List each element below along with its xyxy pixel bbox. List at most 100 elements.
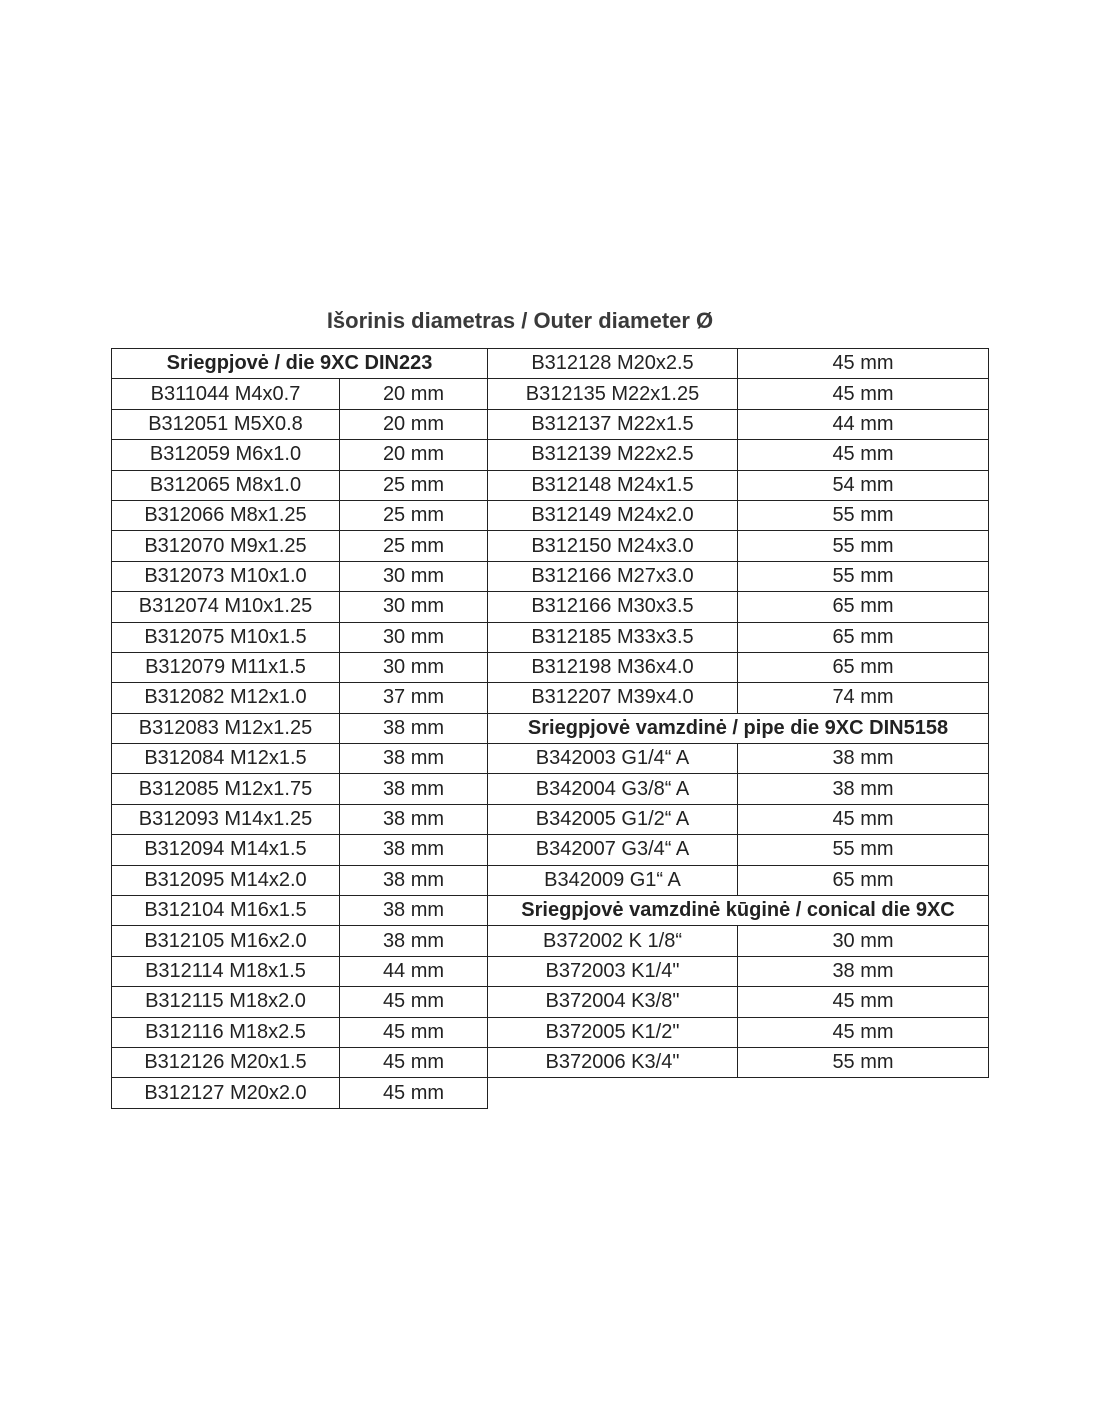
table-row: B312066 M8x1.25 25 mm xyxy=(111,499,488,532)
product-code-cell: B311044 M4x0.7 xyxy=(111,378,340,410)
section-header-row: Sriegpjovė vamzdinė / pipe die 9XC DIN51… xyxy=(487,712,989,745)
product-code-cell: B312137 M22x1.5 xyxy=(487,408,738,441)
product-code-cell: B312094 M14x1.5 xyxy=(111,834,340,866)
product-code-cell: B312148 M24x1.5 xyxy=(487,469,738,501)
table-row: B372005 K1/2" 45 mm xyxy=(487,1016,989,1048)
outer-diameter-cell: 38 mm xyxy=(339,864,488,897)
product-code-cell: B312065 M8x1.0 xyxy=(111,469,340,501)
outer-diameter-cell: 38 mm xyxy=(339,773,488,805)
outer-diameter-cell: 45 mm xyxy=(737,378,989,410)
outer-diameter-cell: 65 mm xyxy=(737,591,989,623)
table-row: B312093 M14x1.25 38 mm xyxy=(111,803,488,836)
outer-diameter-cell: 45 mm xyxy=(737,347,989,380)
section-header: Sriegpjovė vamzdinė kūginė / conical die… xyxy=(487,895,989,927)
product-code-cell: B312093 M14x1.25 xyxy=(111,803,340,836)
page-title: Išorinis diametras / Outer diameter Ø xyxy=(326,308,714,333)
table-row: B342009 G1“ A 65 mm xyxy=(487,864,989,897)
product-code-cell: B312127 M20x2.0 xyxy=(111,1077,340,1109)
outer-diameter-cell: 38 mm xyxy=(339,712,488,745)
product-code-cell: B312139 M22x2.5 xyxy=(487,439,738,471)
product-code-cell: B312166 M27x3.0 xyxy=(487,560,738,593)
product-code-cell: B312128 M20x2.5 xyxy=(487,347,738,380)
outer-diameter-cell: 55 mm xyxy=(737,499,989,532)
product-code-cell: B312185 M33x3.5 xyxy=(487,621,738,653)
outer-diameter-cell: 74 mm xyxy=(737,682,989,714)
product-code-cell: B312084 M12x1.5 xyxy=(111,743,340,775)
outer-diameter-cell: 65 mm xyxy=(737,864,989,897)
product-code-cell: B312207 M39x4.0 xyxy=(487,682,738,714)
table-row: B312073 M10x1.0 30 mm xyxy=(111,560,488,593)
outer-diameter-cell: 25 mm xyxy=(339,469,488,501)
product-code-cell: B312116 M18x2.5 xyxy=(111,1016,340,1048)
product-code-cell: B372004 K3/8" xyxy=(487,986,738,1018)
outer-diameter-cell: 45 mm xyxy=(339,1077,488,1109)
outer-diameter-cell: 38 mm xyxy=(339,803,488,836)
table-row: B312116 M18x2.5 45 mm xyxy=(111,1016,488,1048)
table-row: B372002 K 1/8“ 30 mm xyxy=(487,925,989,957)
outer-diameter-cell: 38 mm xyxy=(737,955,989,988)
outer-diameter-cell: 45 mm xyxy=(737,803,989,836)
product-code-cell: B312105 M16x2.0 xyxy=(111,925,340,957)
table-row: B312185 M33x3.5 65 mm xyxy=(487,621,989,653)
outer-diameter-cell: 30 mm xyxy=(737,925,989,957)
table-row: B312198 M36x4.0 65 mm xyxy=(487,651,989,684)
table-row: B312065 M8x1.0 25 mm xyxy=(111,469,488,501)
table-row: B312075 M10x1.5 30 mm xyxy=(111,621,488,653)
table-row: B342004 G3/8“ A 38 mm xyxy=(487,773,989,805)
table-row: B372004 K3/8" 45 mm xyxy=(487,986,989,1018)
product-code-cell: B312075 M10x1.5 xyxy=(111,621,340,653)
outer-diameter-cell: 38 mm xyxy=(339,895,488,927)
outer-diameter-cell: 45 mm xyxy=(737,1016,989,1048)
table-row: B312083 M12x1.25 38 mm xyxy=(111,712,488,745)
product-code-cell: B312066 M8x1.25 xyxy=(111,499,340,532)
product-code-cell: B312070 M9x1.25 xyxy=(111,530,340,562)
table-row: B311044 M4x0.7 20 mm xyxy=(111,378,488,410)
table-row: B342003 G1/4“ A 38 mm xyxy=(487,743,989,775)
section-header: Sriegpjovė / die 9XC DIN223 xyxy=(111,347,488,380)
product-code-cell: B372003 K1/4" xyxy=(487,955,738,988)
table-row: B312059 M6x1.0 20 mm xyxy=(111,439,488,471)
table-header-row: Sriegpjovė / die 9XC DIN223 xyxy=(111,347,488,380)
table-row: B312150 M24x3.0 55 mm xyxy=(487,530,989,562)
outer-diameter-cell: 20 mm xyxy=(339,408,488,441)
standard-die-table: Sriegpjovė / die 9XC DIN223 B311044 M4x0… xyxy=(111,347,488,1109)
outer-diameter-cell: 55 mm xyxy=(737,834,989,866)
outer-diameter-cell: 25 mm xyxy=(339,530,488,562)
product-code-cell: B312079 M11x1.5 xyxy=(111,651,340,684)
product-code-cell: B312135 M22x1.25 xyxy=(487,378,738,410)
outer-diameter-cell: 65 mm xyxy=(737,621,989,653)
product-code-cell: B372005 K1/2" xyxy=(487,1016,738,1048)
outer-diameter-cell: 38 mm xyxy=(339,925,488,957)
table-row: B312084 M12x1.5 38 mm xyxy=(111,743,488,775)
product-code-cell: B312115 M18x2.0 xyxy=(111,986,340,1018)
section-header: Sriegpjovė vamzdinė / pipe die 9XC DIN51… xyxy=(487,712,989,745)
table-row: B312070 M9x1.25 25 mm xyxy=(111,530,488,562)
table-row: B312095 M14x2.0 38 mm xyxy=(111,864,488,897)
outer-diameter-cell: 30 mm xyxy=(339,560,488,593)
outer-diameter-cell: 38 mm xyxy=(737,773,989,805)
continued-die-table: B312128 M20x2.5 45 mm B312135 M22x1.25 45 m… xyxy=(487,347,989,1079)
product-code-cell: B312082 M12x1.0 xyxy=(111,682,340,714)
product-code-cell: B312059 M6x1.0 xyxy=(111,439,340,471)
outer-diameter-cell: 45 mm xyxy=(339,1046,488,1079)
table-row: B312126 M20x1.5 45 mm xyxy=(111,1046,488,1079)
outer-diameter-cell: 55 mm xyxy=(737,1046,989,1079)
outer-diameter-cell: 45 mm xyxy=(737,439,989,471)
outer-diameter-cell: 54 mm xyxy=(737,469,989,501)
product-code-cell: B312198 M36x4.0 xyxy=(487,651,738,684)
product-code-cell: B312114 M18x1.5 xyxy=(111,955,340,988)
product-code-cell: B372002 K 1/8“ xyxy=(487,925,738,957)
table-row: B372006 K3/4" 55 mm xyxy=(487,1046,989,1079)
outer-diameter-cell: 38 mm xyxy=(339,834,488,866)
outer-diameter-cell: 30 mm xyxy=(339,621,488,653)
outer-diameter-cell: 45 mm xyxy=(339,986,488,1018)
table-row: B312166 M27x3.0 55 mm xyxy=(487,560,989,593)
outer-diameter-cell: 20 mm xyxy=(339,378,488,410)
product-code-cell: B342005 G1/2“ A xyxy=(487,803,738,836)
table-row: B312079 M11x1.5 30 mm xyxy=(111,651,488,684)
table-row: B312128 M20x2.5 45 mm xyxy=(487,347,989,380)
table-row: B312149 M24x2.0 55 mm xyxy=(487,499,989,532)
table-row: B312094 M14x1.5 38 mm xyxy=(111,834,488,866)
product-code-cell: B342003 G1/4“ A xyxy=(487,743,738,775)
section-header-row: Sriegpjovė vamzdinė kūginė / conical die… xyxy=(487,895,989,927)
